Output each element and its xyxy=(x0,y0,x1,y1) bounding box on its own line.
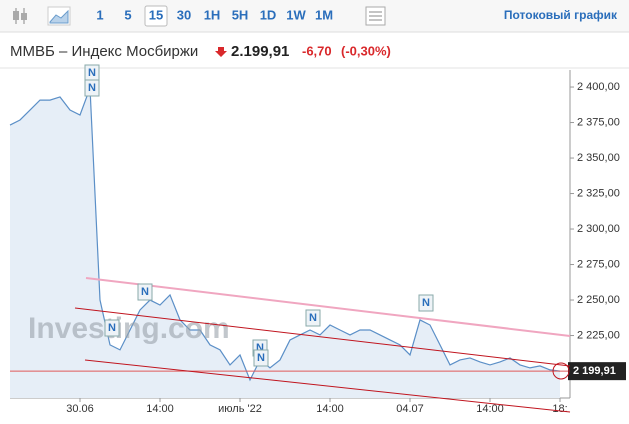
area xyxy=(10,88,560,398)
x-tick-label: 14:00 xyxy=(476,403,504,415)
news-marker-label: N xyxy=(88,67,96,79)
news-marker-label: N xyxy=(422,297,430,309)
x-tick-label: 18: xyxy=(552,403,567,415)
last-price: 2.199,91 xyxy=(231,43,289,60)
interval-button[interactable]: 1M xyxy=(315,7,333,22)
y-tick-label: 2 250,00 xyxy=(577,294,620,306)
x-tick-label: 30.06 xyxy=(66,403,94,415)
news-marker[interactable] xyxy=(305,309,321,327)
news-marker-label: N xyxy=(257,352,265,364)
trendlines xyxy=(74,277,571,413)
y-tick-label: 2 375,00 xyxy=(577,116,620,128)
instrument-name: ММВБ – Индекс Мосбиржи xyxy=(10,43,198,60)
change-percent: (-0,30%) xyxy=(341,43,391,58)
interval-button[interactable]: 1H xyxy=(204,7,221,22)
news-marker[interactable] xyxy=(104,319,120,337)
news-marker-label: N xyxy=(141,286,149,298)
news-marker-label: N xyxy=(88,82,96,94)
candle-icon[interactable] xyxy=(13,8,27,24)
y-tick-label: 2 400,00 xyxy=(577,81,620,93)
y-tick-label: 2 325,00 xyxy=(577,187,620,199)
x-tick-label: 04.07 xyxy=(396,403,424,415)
interval-button[interactable]: 15 xyxy=(149,7,163,22)
down-arrow xyxy=(215,47,227,57)
last-price-tag xyxy=(568,362,626,381)
interval-selected xyxy=(144,5,168,27)
news-marker[interactable] xyxy=(84,79,100,97)
toolbar xyxy=(0,0,629,32)
news-marker-label: N xyxy=(256,342,264,354)
news-marker-label: N xyxy=(309,312,317,324)
plot: 2 400,00 2 375,00 2 350,00 2 325,00 2 300,00… xyxy=(9,70,626,415)
streaming-link[interactable]: Потоковый график xyxy=(504,8,618,22)
change: -6,70 xyxy=(302,43,332,58)
x-tick-label: 14:00 xyxy=(316,403,344,415)
news-marker-label: N xyxy=(108,322,116,334)
x-tick-label: июль '22 xyxy=(218,403,262,415)
settings-icon[interactable] xyxy=(365,6,386,26)
news-marker[interactable] xyxy=(137,283,153,301)
price-line xyxy=(9,87,561,382)
news-marker[interactable] xyxy=(253,349,269,367)
watermark: Investing.com xyxy=(28,312,230,345)
interval-button[interactable]: 1D xyxy=(260,7,277,22)
interval-button[interactable]: 5H xyxy=(232,7,249,22)
last-price-label: 2 199,91 xyxy=(573,365,616,377)
area-icon[interactable] xyxy=(47,6,71,26)
y-tick-label: 2 275,00 xyxy=(577,258,620,270)
x-tick-label: 14:00 xyxy=(146,403,174,415)
y-tick-label: 2 300,00 xyxy=(577,223,620,235)
y-tick-label: 2 350,00 xyxy=(577,152,620,164)
interval-button[interactable]: 30 xyxy=(177,7,191,22)
interval-button[interactable]: 1 xyxy=(96,7,103,22)
interval-button[interactable]: 1W xyxy=(286,7,306,22)
interval-button[interactable]: 5 xyxy=(124,7,131,22)
news-marker[interactable] xyxy=(418,294,434,312)
y-tick-label: 2 225,00 xyxy=(577,329,620,341)
